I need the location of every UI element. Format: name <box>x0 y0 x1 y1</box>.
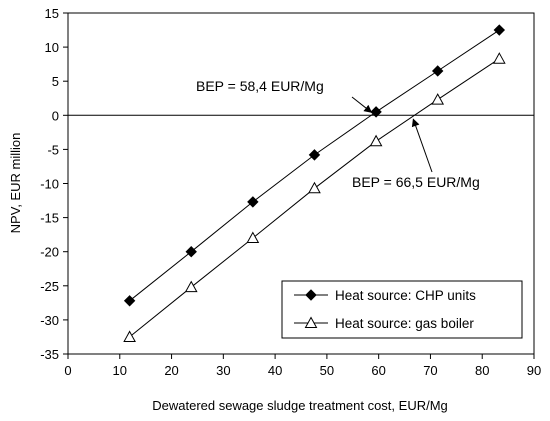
y-tick-label: -20 <box>40 245 59 260</box>
x-tick-label: 40 <box>268 363 282 378</box>
data-point-chp <box>431 65 444 77</box>
axes: -35 -30 -25 -20 -15 -10 -5 0 5 10 15 0 10 20 30 40 50 60 7… <box>40 6 541 378</box>
legend-label-chp: Heat source: CHP units <box>335 288 476 303</box>
data-point-chp <box>123 295 136 307</box>
data-point-gas <box>308 181 321 194</box>
y-tick-label: -15 <box>40 211 59 226</box>
x-tick-label: 90 <box>527 363 541 378</box>
legend-marker-gas <box>304 316 318 328</box>
x-axis-label: Dewatered sewage sludge treatment cost, … <box>152 398 448 413</box>
legend-label-gas: Heat source: gas boiler <box>335 316 474 331</box>
data-point-gas <box>184 280 198 293</box>
data-point-gas <box>431 93 445 105</box>
series-layer <box>123 24 506 342</box>
data-point-chp <box>308 149 321 161</box>
data-point-gas <box>492 52 506 64</box>
x-tick-label: 0 <box>64 363 71 378</box>
legend-marker-chp <box>305 289 317 301</box>
legend-box <box>281 280 523 339</box>
y-tick-label: 10 <box>45 40 59 55</box>
bep-label-gas: BEP = 66,5 EUR/Mg <box>352 174 480 190</box>
y-tick-label: -5 <box>47 142 59 157</box>
data-point-chp <box>493 24 506 36</box>
x-tick-label: 20 <box>164 363 178 378</box>
data-point-gas <box>246 231 260 244</box>
x-tick-label: 60 <box>371 363 385 378</box>
data-point-chp <box>370 106 382 118</box>
y-axis-label: NPV, EUR million <box>8 133 23 234</box>
x-tick-label: 30 <box>216 363 230 378</box>
data-point-chp <box>185 245 197 258</box>
data-point-gas <box>369 134 383 147</box>
y-tick-label: 5 <box>52 74 59 89</box>
annotation-layer: BEP = 58,4 EUR/Mg BEP = 66,5 EUR/Mg <box>196 78 480 190</box>
y-tick-label: -25 <box>40 279 59 294</box>
x-tick-label: 80 <box>475 363 489 378</box>
bep-arrow-gas <box>411 118 433 173</box>
y-tick-label: -10 <box>40 177 59 192</box>
bep-label-chp: BEP = 58,4 EUR/Mg <box>196 78 324 94</box>
data-point-chp <box>247 196 259 208</box>
y-tick-label: -35 <box>40 347 59 362</box>
data-point-gas <box>123 330 136 342</box>
bep-arrow-chp <box>351 96 373 113</box>
x-tick-label: 10 <box>113 363 127 378</box>
y-tick-label: 15 <box>45 6 59 21</box>
legend: Heat source: CHP units Heat source: gas … <box>281 280 523 339</box>
x-tick-label: 50 <box>320 363 334 378</box>
x-tick-label: 70 <box>423 363 437 378</box>
y-tick-label: -30 <box>40 313 59 328</box>
y-tick-label: 0 <box>52 108 59 123</box>
